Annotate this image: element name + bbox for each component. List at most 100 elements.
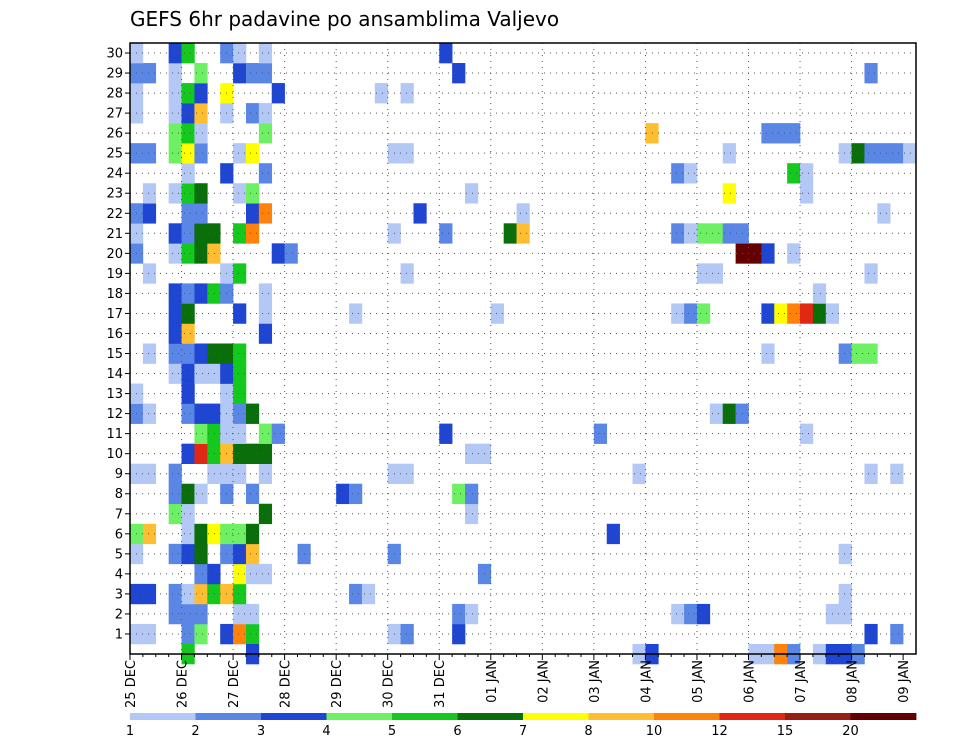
precip-cell <box>452 483 466 505</box>
x-tick-label: 25 DEC <box>124 660 139 708</box>
precip-cell <box>233 63 247 84</box>
precipitation-cells <box>130 43 917 665</box>
y-tick-label: 13 <box>106 387 123 402</box>
precip-cell <box>258 283 273 304</box>
precip-cell <box>181 583 195 605</box>
precip-cell <box>168 543 182 565</box>
precip-cell <box>245 523 260 545</box>
precip-cell <box>207 463 221 485</box>
precip-cell <box>245 143 260 164</box>
precip-cell <box>374 83 389 104</box>
y-tick-label: 19 <box>106 267 123 282</box>
precip-cell <box>168 363 182 384</box>
precip-cell <box>168 283 182 304</box>
y-tick-label: 29 <box>106 67 123 82</box>
precip-cell <box>181 403 195 424</box>
precip-cell <box>800 183 814 204</box>
precip-cell <box>207 403 221 424</box>
colorbar-swatch <box>457 713 524 720</box>
precip-cell <box>181 623 195 645</box>
precip-cell <box>684 223 698 244</box>
precip-cell <box>864 463 878 485</box>
x-axis-ticks: 25 DEC 26 DEC 27 DEC 28 DEC 29 DEC 30 DEC 31 D… <box>124 654 912 708</box>
precip-cell <box>194 443 208 464</box>
precip-cell <box>194 363 208 384</box>
plot-grid <box>130 43 916 654</box>
precip-cell <box>671 223 685 244</box>
colorbar-label: 7 <box>519 724 527 739</box>
precip-cell <box>233 343 247 364</box>
precip-cell <box>271 423 285 444</box>
precip-cell <box>336 483 350 505</box>
precip-cell <box>452 603 466 625</box>
precip-cell <box>245 103 260 124</box>
y-axis-ticks: 1234567891011121314151617181920212223242… <box>106 47 130 642</box>
precip-cell <box>632 463 646 485</box>
y-tick-label: 22 <box>106 207 123 222</box>
precip-cell <box>349 583 363 605</box>
y-tick-label: 8 <box>115 487 123 502</box>
y-tick-label: 10 <box>106 447 123 462</box>
precip-cell <box>245 203 260 224</box>
precip-cell <box>696 263 711 284</box>
precip-cell <box>787 243 801 264</box>
colorbar-swatch <box>326 713 393 720</box>
precip-cell <box>181 543 195 565</box>
y-tick-label: 27 <box>106 107 123 122</box>
precip-cell <box>168 503 182 525</box>
precip-cell <box>181 183 195 204</box>
y-tick-label: 7 <box>115 507 123 522</box>
y-tick-label: 1 <box>115 627 123 642</box>
precip-cell <box>233 623 247 645</box>
precip-cell <box>168 583 182 605</box>
precip-cell <box>194 223 208 244</box>
precip-cell <box>271 83 285 104</box>
precip-cell <box>761 343 775 364</box>
precip-cell <box>194 63 208 84</box>
precip-cell <box>233 443 247 464</box>
precip-cell <box>671 603 685 625</box>
colorbar-swatch <box>850 713 917 720</box>
colorbar-label: 5 <box>388 724 396 739</box>
precip-cell <box>465 503 479 525</box>
precip-cell <box>851 343 865 364</box>
y-tick-label: 15 <box>106 347 123 362</box>
colorbar-swatch <box>130 713 196 720</box>
precip-cell <box>722 403 736 424</box>
precip-cell <box>181 283 195 304</box>
precip-cell <box>258 423 273 444</box>
precip-cell <box>168 323 182 344</box>
precip-cell <box>890 143 904 164</box>
precip-cell <box>838 143 852 164</box>
precip-cell <box>194 623 208 645</box>
colorbar-label: 6 <box>453 724 461 739</box>
precip-cell <box>400 83 414 104</box>
precip-cell <box>168 103 182 124</box>
precip-cell <box>181 363 195 384</box>
precip-cell <box>233 263 247 284</box>
precip-cell <box>194 603 208 625</box>
precip-cell <box>168 603 182 625</box>
precip-cell <box>761 123 775 144</box>
precip-cell <box>787 303 801 324</box>
precip-cell <box>800 423 814 444</box>
precip-cell <box>194 403 208 424</box>
y-tick-label: 6 <box>115 527 123 542</box>
precip-cell <box>181 243 195 264</box>
precip-cell <box>864 63 878 84</box>
y-tick-label: 17 <box>106 307 123 322</box>
precip-cell <box>207 283 221 304</box>
y-tick-label: 4 <box>115 567 123 582</box>
precip-cell <box>142 63 157 84</box>
y-tick-label: 12 <box>106 407 123 422</box>
precip-cell <box>181 123 195 144</box>
precip-cell <box>142 583 157 605</box>
precip-cell <box>207 423 221 444</box>
y-tick-label: 16 <box>106 327 123 342</box>
x-tick-label: 26 DEC <box>176 660 191 708</box>
precip-cell <box>258 443 273 464</box>
colorbar-label: 2 <box>191 724 199 739</box>
precip-cell <box>696 303 711 324</box>
precip-cell <box>258 323 273 344</box>
precip-cell <box>168 223 182 244</box>
